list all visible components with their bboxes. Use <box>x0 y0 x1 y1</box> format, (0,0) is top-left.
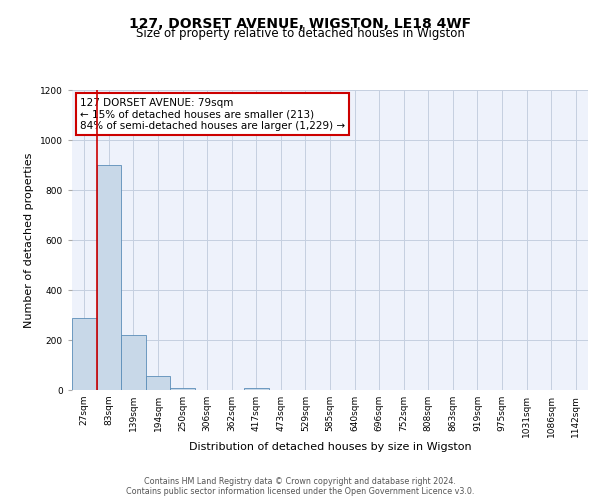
Text: Size of property relative to detached houses in Wigston: Size of property relative to detached ho… <box>136 28 464 40</box>
Bar <box>146 376 170 390</box>
Bar <box>121 335 146 390</box>
Text: Contains HM Land Registry data © Crown copyright and database right 2024.: Contains HM Land Registry data © Crown c… <box>144 478 456 486</box>
Bar <box>170 388 195 390</box>
Text: Contains public sector information licensed under the Open Government Licence v3: Contains public sector information licen… <box>126 488 474 496</box>
Bar <box>72 318 97 390</box>
Text: Distribution of detached houses by size in Wigston: Distribution of detached houses by size … <box>188 442 472 452</box>
Text: 127 DORSET AVENUE: 79sqm
← 15% of detached houses are smaller (213)
84% of semi-: 127 DORSET AVENUE: 79sqm ← 15% of detach… <box>80 98 345 130</box>
Bar <box>244 388 269 390</box>
Text: 127, DORSET AVENUE, WIGSTON, LE18 4WF: 127, DORSET AVENUE, WIGSTON, LE18 4WF <box>129 18 471 32</box>
Y-axis label: Number of detached properties: Number of detached properties <box>25 152 34 328</box>
Bar <box>97 165 121 390</box>
